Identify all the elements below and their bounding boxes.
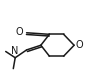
Text: O: O	[15, 27, 23, 37]
Text: O: O	[76, 40, 83, 50]
Text: N: N	[11, 46, 18, 56]
